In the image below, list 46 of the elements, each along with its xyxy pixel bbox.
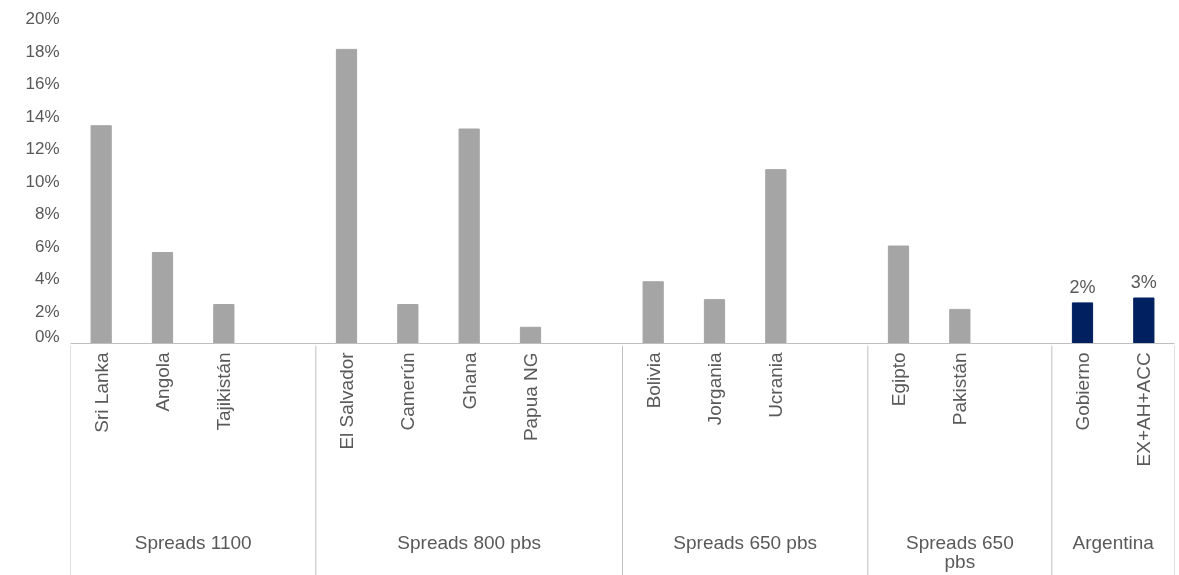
bar bbox=[213, 304, 235, 344]
bar bbox=[335, 48, 358, 344]
text: Spreads 1100 bbox=[134, 531, 252, 553]
y-tick-label: 2% bbox=[34, 301, 60, 321]
y-tick-label: 12% bbox=[25, 139, 60, 158]
x-tick-label: Papua NG bbox=[520, 352, 541, 442]
text: Argentina bbox=[1072, 531, 1155, 553]
x-tick-label: Pakistán bbox=[949, 352, 971, 426]
bar bbox=[949, 308, 971, 344]
x-tick-label: Ghana bbox=[458, 351, 480, 410]
y-tick-label: 10% bbox=[25, 171, 60, 191]
y-tick-label: 4% bbox=[34, 269, 60, 288]
bar bbox=[397, 304, 419, 344]
text: Spreads 800 pbs bbox=[397, 531, 542, 553]
bar bbox=[151, 252, 174, 344]
text: Spreads 650 pbs bbox=[673, 531, 818, 553]
data-label: 2% bbox=[1069, 276, 1096, 297]
x-tick-label: Bolivia bbox=[642, 351, 664, 409]
bar bbox=[90, 125, 112, 344]
bar bbox=[703, 299, 726, 344]
x-tick-label: Gobierno bbox=[1072, 352, 1093, 431]
bar bbox=[887, 245, 910, 344]
bar bbox=[1133, 297, 1155, 344]
y-tick-label: 20% bbox=[25, 9, 60, 28]
bar bbox=[642, 281, 664, 344]
x-tick-label: Egipto bbox=[888, 352, 909, 407]
bar bbox=[458, 128, 480, 344]
y-tick-label: 0% bbox=[34, 326, 60, 346]
x-tick-label: Ucrania bbox=[765, 351, 787, 418]
x-tick-label: Angola bbox=[152, 351, 173, 412]
x-tick-label: Jorgania bbox=[704, 351, 725, 426]
text: Spreads 650 pbs bbox=[905, 531, 1014, 572]
bar bbox=[1071, 302, 1094, 344]
y-tick-label: 16% bbox=[25, 74, 60, 93]
x-tick-label: El Salvador bbox=[336, 351, 357, 450]
x-tick-label: Tajikistán bbox=[213, 352, 235, 431]
y-tick-label: 14% bbox=[25, 106, 60, 126]
bar bbox=[765, 169, 787, 344]
x-tick-label: EX+AH+ACC bbox=[1133, 352, 1155, 467]
x-tick-label: Camerún bbox=[397, 352, 419, 431]
y-tick-label: 6% bbox=[34, 236, 60, 256]
x-tick-label: Sri Lanka bbox=[90, 351, 112, 433]
bar bbox=[519, 326, 542, 344]
y-tick-label: 18% bbox=[25, 41, 60, 61]
data-label: 3% bbox=[1130, 272, 1157, 292]
y-tick-label: 8% bbox=[34, 204, 60, 223]
